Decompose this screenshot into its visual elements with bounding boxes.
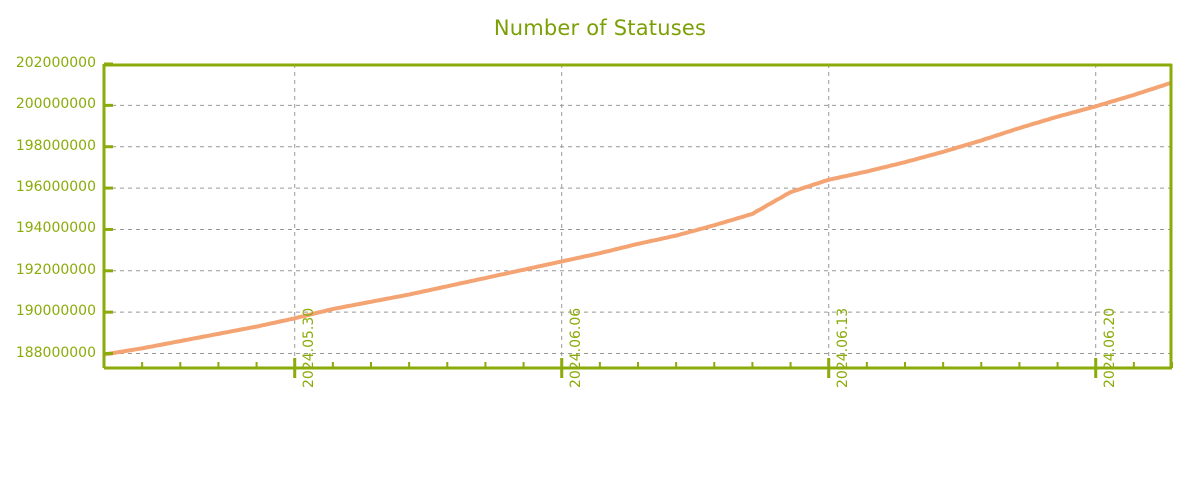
y-axis-tick-label: 202000000 — [15, 55, 96, 71]
y-axis-ticks — [104, 62, 113, 356]
vertical-gridlines — [294, 64, 1097, 368]
data-series-line — [103, 80, 1173, 357]
x-axis-tick-label: 2024.06.13 — [834, 307, 851, 388]
horizontal-gridlines — [104, 63, 1172, 355]
y-axis-tick-label: 196000000 — [15, 179, 96, 196]
y-axis-tick-label: 188000000 — [15, 344, 96, 361]
y-axis-tick-label: 192000000 — [15, 261, 96, 278]
y-axis-tick-label: 200000000 — [15, 96, 96, 113]
y-axis-tick-label: 198000000 — [15, 137, 96, 154]
x-axis-tick-label: 2024.05.30 — [300, 307, 317, 388]
plot-background — [104, 64, 1172, 368]
x-axis-major-ticks — [293, 358, 1098, 378]
x-axis-tick-label: 2024.06.06 — [567, 307, 584, 388]
x-axis-tick-label: 2024.06.20 — [1101, 307, 1118, 388]
chart-title: Number of Statuses — [493, 16, 707, 40]
y-axis-tick-label: 194000000 — [15, 220, 96, 237]
y-axis-tick-label: 190000000 — [15, 303, 96, 320]
